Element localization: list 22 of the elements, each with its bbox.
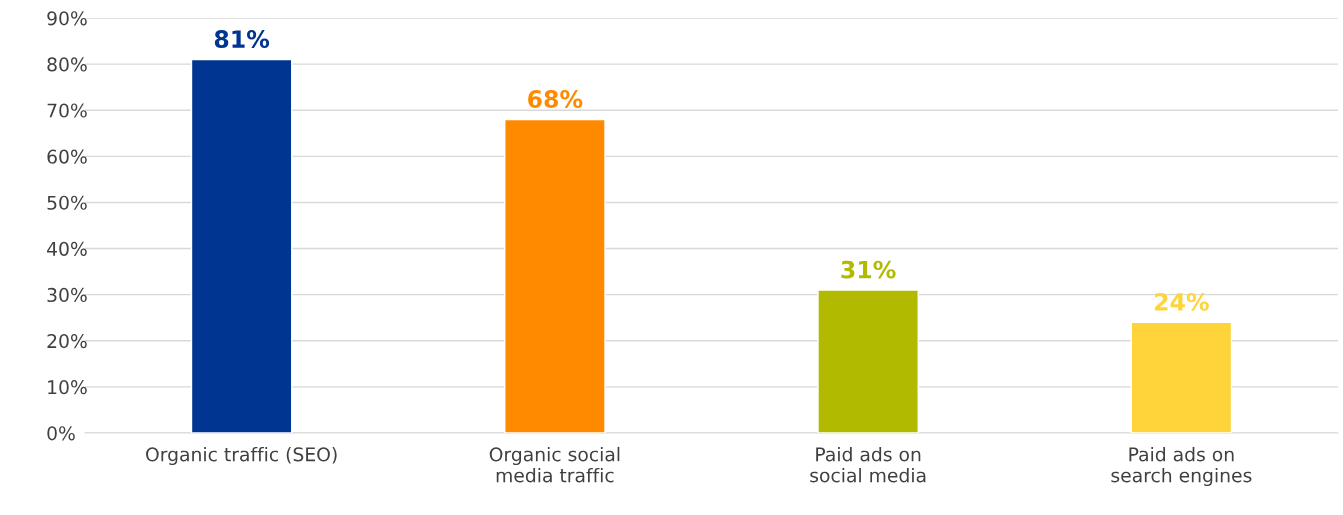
bar <box>817 289 919 433</box>
y-tick-label: 90% <box>47 11 87 26</box>
x-tick-label: Paid ads on social media <box>810 446 926 483</box>
bar <box>1130 321 1233 433</box>
y-tick-label: 70% <box>47 103 87 118</box>
bar <box>190 58 293 433</box>
y-tick-label: 40% <box>47 241 87 256</box>
data-label: 24% <box>1154 292 1209 311</box>
y-tick-label: 0% <box>47 426 75 441</box>
data-label: 81% <box>214 30 270 48</box>
y-tick-label: 10% <box>48 380 87 395</box>
bar <box>504 118 606 433</box>
y-tick-label: 50% <box>47 195 87 210</box>
y-tick-label: 20% <box>47 333 87 349</box>
y-tick-label: 80% <box>47 57 87 72</box>
data-label: 68% <box>528 90 583 108</box>
x-tick-label: Paid ads on search engines <box>1111 446 1252 487</box>
x-tick-label: Organic social media traffic <box>489 446 620 483</box>
y-tick-label: 30% <box>47 287 87 303</box>
y-tick-label: 60% <box>47 149 87 164</box>
data-label: 31% <box>841 260 896 279</box>
x-tick-label: Organic traffic (SEO) <box>146 446 337 466</box>
